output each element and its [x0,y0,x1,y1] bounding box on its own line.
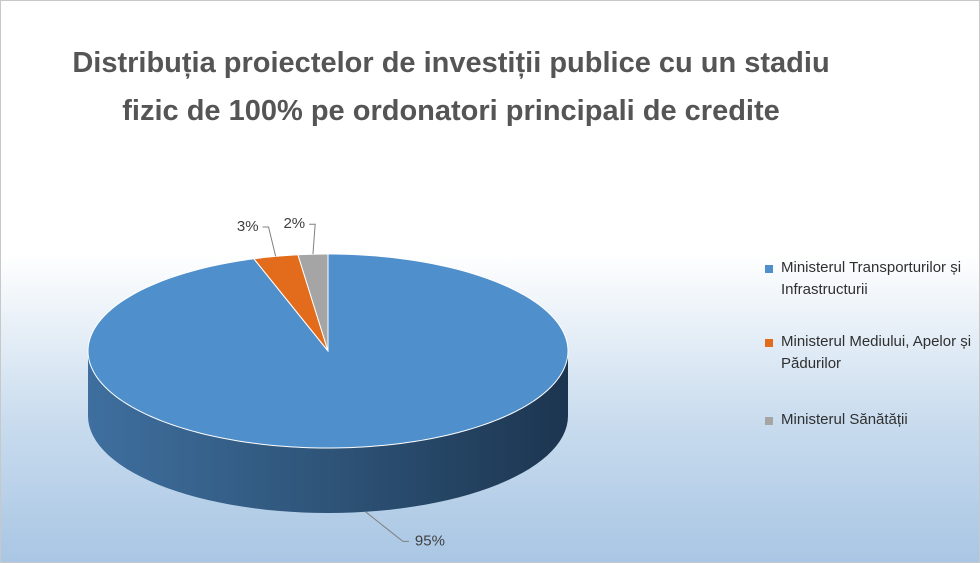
data-label: 3% [237,218,259,235]
legend-label: Ministerul Mediului, Apelor și Pădurilor [781,333,972,372]
legend-swatch [765,417,773,425]
leader-line [365,511,409,542]
leader-line [309,223,316,255]
legend-swatch [765,339,773,347]
legend-label: Ministerul Sănătății [781,411,908,428]
legend-label: Ministerul Transporturilor și Infrastruc… [781,259,962,298]
legend-swatch [765,265,773,273]
chart-title: Distribuția proiectelor de investiții pu… [72,47,830,127]
data-label: 2% [283,215,305,232]
leader-line [262,226,277,257]
slice [252,254,329,352]
slice-side [88,351,568,513]
data-label: 95% [415,532,445,549]
